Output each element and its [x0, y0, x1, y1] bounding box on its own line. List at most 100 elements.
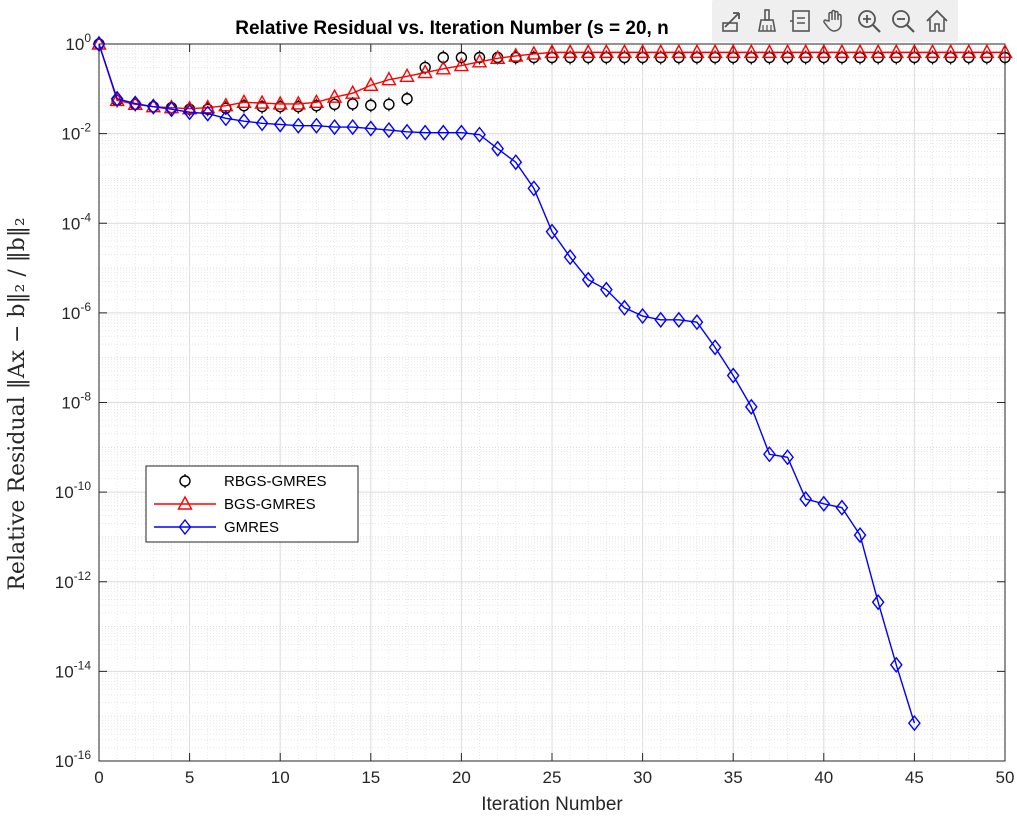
gmres-marker — [165, 101, 178, 118]
bgs-gmres-marker — [798, 43, 814, 59]
home-button[interactable] — [920, 2, 954, 40]
x-tick-label: 25 — [543, 768, 562, 787]
gmres-marker — [273, 116, 287, 133]
gmres-marker — [599, 281, 613, 298]
y-tick-label: 10-10 — [55, 479, 92, 502]
bgs-gmres-marker — [689, 43, 705, 59]
y-tick-label: 100 — [65, 31, 91, 54]
bgs-gmres-marker — [834, 43, 850, 59]
gmres-marker — [744, 398, 758, 415]
bgs-gmres-marker — [308, 93, 325, 109]
bgs-gmres-marker — [508, 47, 524, 62]
tick-labels: 0 5 10 15 20 25 30 35 40 45 50 100 10-2 10-4 10-6 10-8 1… — [55, 31, 1015, 787]
zoom-out-icon — [892, 10, 915, 33]
bgs-gmres-marker — [942, 43, 959, 59]
x-tick-label: 0 — [94, 768, 103, 787]
brush-button[interactable] — [750, 2, 784, 40]
x-axis-label: Iteration Number — [481, 794, 623, 815]
bgs-gmres-marker — [743, 43, 759, 59]
legend-entry-bgs-gmres: BGS-GMRES — [224, 496, 316, 513]
bgs-gmres-marker — [417, 64, 433, 79]
gmres-marker — [491, 140, 505, 157]
gmres-line — [98, 43, 916, 724]
bgs-gmres-marker — [272, 95, 288, 110]
grid — [98, 43, 1006, 762]
bgs-gmres-marker — [616, 43, 633, 59]
bgs-gmres-marker — [453, 57, 470, 72]
bgs-gmres-marker — [326, 88, 343, 103]
gmres-marker — [871, 594, 885, 611]
gmres-marker — [672, 311, 686, 328]
y-axis-label: Relative Residual ‖Ax − b‖₂ / ‖b‖₂ — [5, 217, 30, 590]
bgs-gmres-marker — [562, 43, 578, 59]
series-layer — [91, 35, 1013, 732]
datatip-button[interactable] — [784, 2, 818, 40]
bgs-gmres-marker — [399, 67, 415, 83]
bgs-gmres-marker — [671, 43, 687, 59]
x-tick-label: 15 — [361, 768, 380, 787]
gmres-marker — [146, 98, 160, 115]
y-tick-label: 10-2 — [61, 121, 91, 144]
bgs-gmres-marker — [435, 60, 451, 75]
gmres-marker — [817, 495, 831, 512]
gmres-marker — [255, 115, 269, 132]
bgs-gmres-marker — [200, 99, 216, 114]
bgs-gmres-marker — [236, 93, 252, 109]
y-tick-label: 10-8 — [61, 390, 91, 413]
bgs-gmres-marker — [363, 76, 379, 91]
series-gmres — [92, 35, 921, 732]
gmres-marker — [436, 124, 450, 141]
y-tick-label: 10-12 — [55, 569, 92, 592]
legend: RBGS-GMRES BGS-GMRES GMRES — [145, 465, 359, 543]
bgs-gmres-marker — [345, 84, 361, 99]
zoom-in-icon — [858, 10, 881, 33]
bgs-gmres-marker — [598, 43, 615, 59]
gmres-marker — [400, 123, 414, 140]
zoom-in-button[interactable] — [852, 2, 886, 40]
bgs-gmres-marker — [544, 43, 560, 59]
gmres-marker — [310, 117, 323, 134]
x-tick-label: 20 — [452, 768, 471, 787]
legend-entry-gmres: GMRES — [224, 519, 279, 536]
gmres-marker — [128, 95, 142, 112]
gmres-marker — [110, 90, 124, 107]
gmres-marker — [908, 714, 921, 732]
bgs-gmres-marker — [979, 43, 995, 59]
bgs-gmres-marker — [471, 53, 488, 68]
gmres-marker — [799, 490, 813, 508]
gmres-marker — [690, 314, 704, 331]
bgs-gmres-marker — [924, 43, 941, 59]
pan-hand-icon — [823, 9, 842, 32]
legend-entry-rbgs-gmres: RBGS-GMRES — [224, 473, 327, 490]
x-tick-label: 30 — [633, 768, 652, 787]
bgs-gmres-marker — [181, 100, 198, 115]
legend-marker-gmres — [178, 518, 192, 536]
gmres-marker — [364, 120, 378, 137]
brush-icon — [758, 9, 776, 32]
gmres-marker — [527, 180, 541, 197]
gmres-marker — [455, 124, 468, 141]
bgs-gmres-marker — [254, 94, 270, 109]
y-tick-label: 10-6 — [61, 300, 91, 323]
gmres-marker — [781, 449, 794, 466]
gmres-marker — [708, 339, 722, 356]
bgs-gmres-marker — [870, 43, 886, 59]
bgs-gmres-marker — [997, 43, 1013, 59]
bgs-gmres-marker — [888, 43, 904, 59]
x-tick-label: 35 — [724, 768, 743, 787]
gmres-marker — [92, 35, 106, 53]
zoom-out-button[interactable] — [886, 2, 920, 40]
gmres-marker — [545, 223, 559, 240]
gmres-marker — [726, 367, 740, 384]
pan-hand-button[interactable] — [818, 2, 852, 40]
gmres-marker — [853, 526, 867, 544]
chart-title: Relative Residual vs. Iteration Number (… — [235, 18, 668, 39]
bgs-gmres-marker — [961, 43, 977, 59]
export-button[interactable] — [716, 2, 750, 40]
bgs-gmres-marker — [779, 43, 796, 59]
gmres-marker — [328, 118, 341, 136]
bgs-gmres-marker — [91, 35, 107, 50]
x-tick-label: 5 — [185, 768, 194, 787]
x-tick-label: 45 — [905, 768, 924, 787]
